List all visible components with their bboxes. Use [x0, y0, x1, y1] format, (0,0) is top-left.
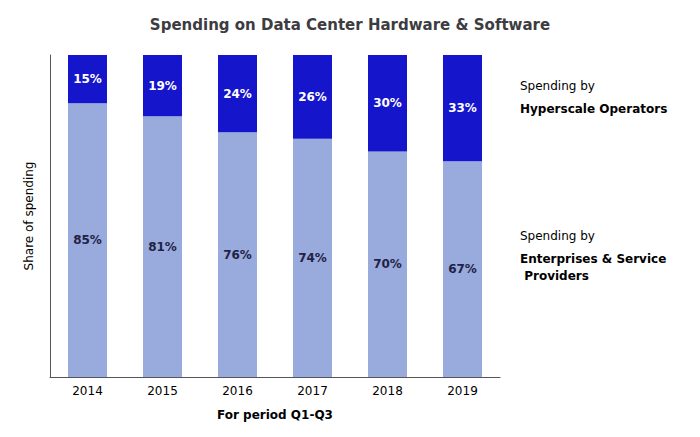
svg-text:Share of spending: Share of spending	[22, 162, 36, 271]
svg-text:70%: 70%	[373, 257, 402, 271]
svg-text:19%: 19%	[148, 79, 177, 93]
svg-text:Enterprises & Service: Enterprises & Service	[520, 252, 666, 266]
svg-text:Spending by: Spending by	[520, 229, 595, 243]
svg-text:24%: 24%	[223, 87, 252, 101]
svg-text:Hyperscale Operators: Hyperscale Operators	[520, 102, 667, 116]
svg-text:74%: 74%	[298, 251, 327, 265]
svg-text:Spending on Data Center Hardwa: Spending on Data Center Hardware & Softw…	[150, 16, 550, 34]
svg-text:81%: 81%	[148, 240, 177, 254]
svg-text:2017: 2017	[297, 384, 328, 398]
svg-text:For period Q1-Q3: For period Q1-Q3	[217, 408, 333, 422]
svg-text:2014: 2014	[72, 384, 103, 398]
svg-text:67%: 67%	[448, 262, 477, 276]
svg-text:30%: 30%	[373, 96, 402, 110]
svg-text:76%: 76%	[223, 248, 252, 262]
svg-text:15%: 15%	[73, 72, 102, 86]
svg-text:2015: 2015	[147, 384, 178, 398]
svg-text:26%: 26%	[298, 90, 327, 104]
svg-text:2016: 2016	[222, 384, 253, 398]
svg-text:33%: 33%	[448, 101, 477, 115]
svg-text:2019: 2019	[447, 384, 478, 398]
svg-text:85%: 85%	[73, 233, 102, 247]
svg-text:2018: 2018	[372, 384, 403, 398]
svg-text:Providers: Providers	[520, 269, 589, 283]
svg-text:Spending by: Spending by	[520, 79, 595, 93]
